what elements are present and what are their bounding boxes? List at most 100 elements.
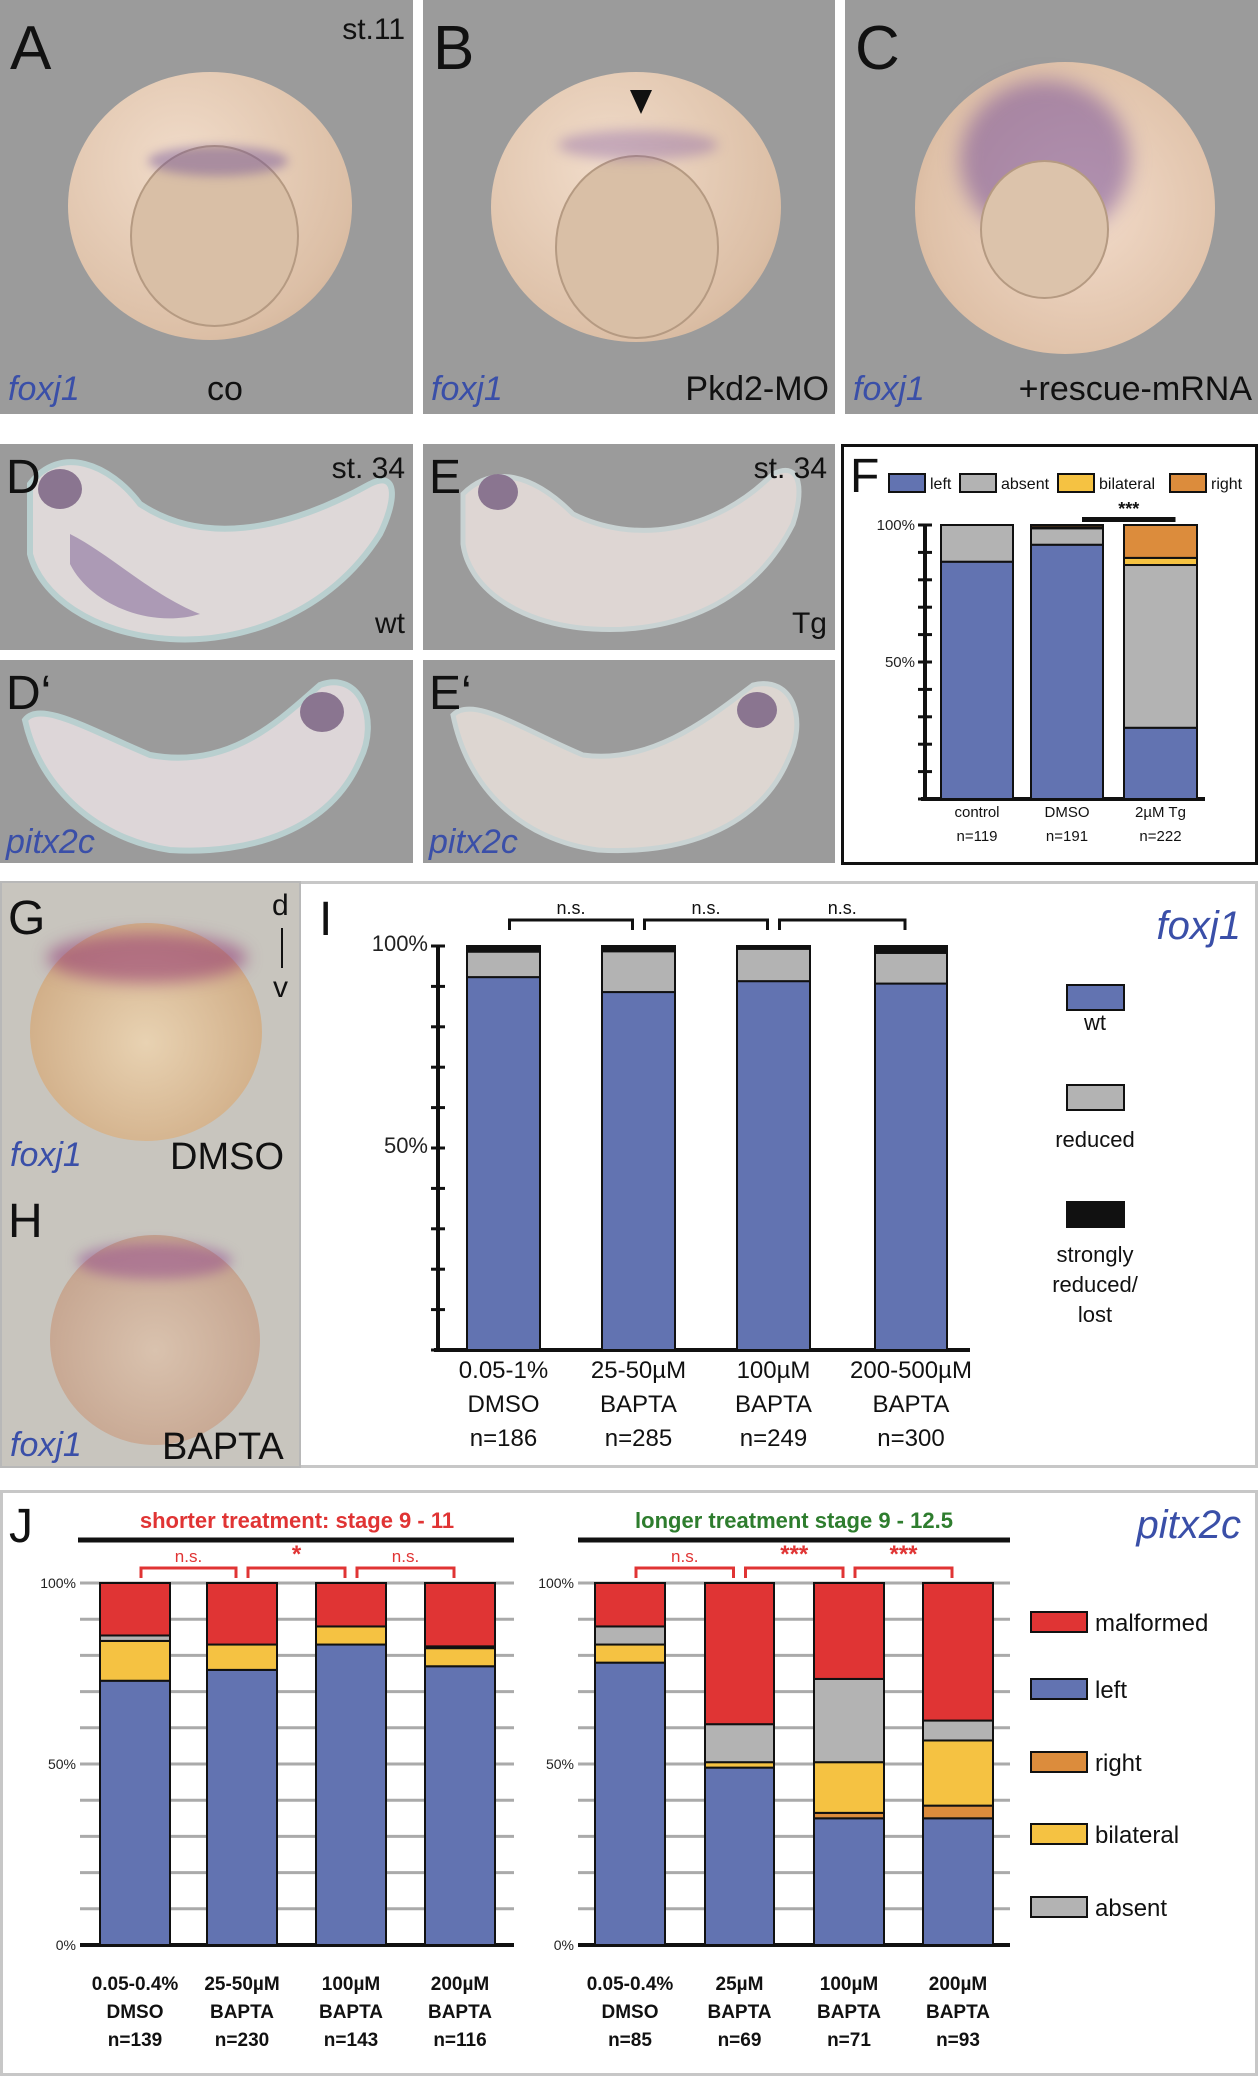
gene-label: foxj1: [853, 370, 925, 408]
condition-label: co: [207, 370, 243, 408]
category-label: n=85: [608, 2030, 652, 2051]
bar-segment-strongly-reduced-lost: [874, 945, 948, 954]
legend-label: reduced/: [1052, 1272, 1139, 1297]
legend-label: left: [930, 476, 952, 493]
y-tick-label: 100%: [40, 1575, 76, 1591]
panel-letter: J: [9, 1500, 33, 1553]
bar-segment-malformed: [99, 1582, 171, 1637]
bar-segment-reduced: [601, 950, 676, 994]
expression-band: [148, 146, 288, 176]
gene-label: pitx2c: [1136, 1503, 1242, 1547]
panel-letter: A: [10, 14, 52, 83]
condition-label: wt: [375, 607, 405, 640]
y-tick-label: 50%: [546, 1756, 574, 1772]
legend-swatch-absent: [959, 473, 997, 493]
significance-label: n.s.: [392, 1547, 419, 1566]
category-label: BAPTA: [319, 2002, 383, 2023]
legend-label: absent: [1095, 1895, 1167, 1922]
tadpole-image: [21, 679, 371, 854]
arrowhead-icon: [630, 90, 652, 114]
bar-segment-reduced: [736, 947, 811, 983]
bar-segment-reduced: [874, 951, 948, 985]
legend-swatch-right: [1030, 1751, 1088, 1773]
gene-label: pitx2c: [6, 823, 95, 861]
y-tick-label: 0%: [554, 1937, 574, 1953]
panel-a: A st.11 foxj1 co: [0, 0, 413, 414]
legend-label: strongly: [1056, 1242, 1133, 1267]
bar-segment-malformed: [424, 1582, 496, 1648]
legend-label: bilateral: [1095, 1822, 1179, 1849]
bar-segment-absent: [922, 1719, 994, 1742]
bar-segment-malformed: [813, 1582, 885, 1680]
legend-swatch-absent: [1030, 1896, 1088, 1918]
expression-band: [558, 130, 718, 160]
category-label: 100µM: [737, 1357, 811, 1384]
category-label: DMSO: [1045, 804, 1090, 821]
panel-d: D st. 34 wt: [0, 444, 413, 650]
blastopore: [555, 155, 719, 339]
significance-bracket: [634, 1566, 735, 1578]
significance-bracket: [744, 1566, 845, 1578]
bar-segment-malformed: [315, 1582, 387, 1628]
condition-label: BAPTA: [162, 1426, 284, 1468]
tadpole-image: [27, 459, 395, 643]
category-label: BAPTA: [600, 1391, 677, 1418]
bar-segment-left: [813, 1817, 885, 1947]
legend-label: reduced: [1055, 1127, 1135, 1152]
gene-label: pitx2c: [429, 823, 518, 861]
category-label: BAPTA: [210, 2002, 274, 2023]
category-label: BAPTA: [873, 1391, 950, 1418]
bar-segment-strongly-reduced-lost: [601, 945, 676, 953]
bar-segment-bilateral: [922, 1739, 994, 1807]
category-label: 25-50µM: [591, 1357, 686, 1384]
bar-segment-left: [424, 1665, 496, 1946]
bar-segment-left: [594, 1661, 666, 1946]
bar-segment-absent: [813, 1677, 885, 1764]
significance-bracket: [853, 1566, 954, 1578]
category-label: n=230: [215, 2030, 269, 2051]
significance-label: ***: [1118, 499, 1139, 519]
significance-label: n.s.: [691, 898, 720, 918]
category-label: n=249: [740, 1425, 807, 1452]
legend-swatch-right: [1169, 473, 1207, 493]
bar-segment-bilateral: [1123, 556, 1198, 567]
legend-label: left: [1095, 1677, 1127, 1704]
y-tick-label: 100%: [372, 931, 428, 956]
y-tick-label: 100%: [538, 1575, 574, 1591]
bar-segment-bilateral: [315, 1625, 387, 1646]
bar-segment-left: [704, 1766, 775, 1946]
gene-label: foxj1: [431, 370, 503, 408]
bar-segment-left: [1123, 726, 1198, 801]
category-label: 0.05-0.4%: [92, 1974, 179, 1995]
condition-label: +rescue-mRNA: [1018, 370, 1252, 408]
category-label: n=285: [605, 1425, 672, 1452]
significance-label: *: [292, 1541, 302, 1568]
category-label: 25µM: [716, 1974, 764, 1995]
category-label: 0.05-1%: [459, 1357, 548, 1384]
gene-label: foxj1: [10, 1426, 82, 1464]
stage-label: st. 34: [753, 452, 827, 485]
panel-letter: H: [8, 1195, 43, 1248]
bar-segment-wt: [874, 982, 948, 1352]
category-label: n=143: [324, 2030, 378, 2051]
bar-segment-strongly-reduced-lost: [736, 945, 811, 950]
bar-segment-absent: [594, 1625, 666, 1646]
bar-segment-wt: [466, 976, 541, 1351]
category-label: 2µM Tg: [1135, 804, 1186, 821]
legend-label: malformed: [1095, 1610, 1208, 1637]
significance-bar: [1082, 517, 1176, 522]
panel-letter: D: [6, 451, 41, 504]
gene-label: foxj1: [8, 370, 80, 408]
panel-e: E st. 34 Tg: [423, 444, 835, 650]
panel-letter: C: [855, 14, 900, 83]
category-label: n=119: [956, 828, 997, 845]
panel-letter: G: [8, 892, 46, 945]
significance-bracket: [139, 1566, 238, 1578]
category-label: n=139: [108, 2030, 162, 2051]
y-tick-label: 50%: [384, 1133, 428, 1158]
tadpole-image: [450, 681, 800, 854]
panel-g-h: G d v foxj1 DMSO H foxj1 BAPTA: [0, 881, 301, 1468]
category-label: 200-500µM: [850, 1357, 972, 1384]
category-label: BAPTA: [735, 1391, 812, 1418]
